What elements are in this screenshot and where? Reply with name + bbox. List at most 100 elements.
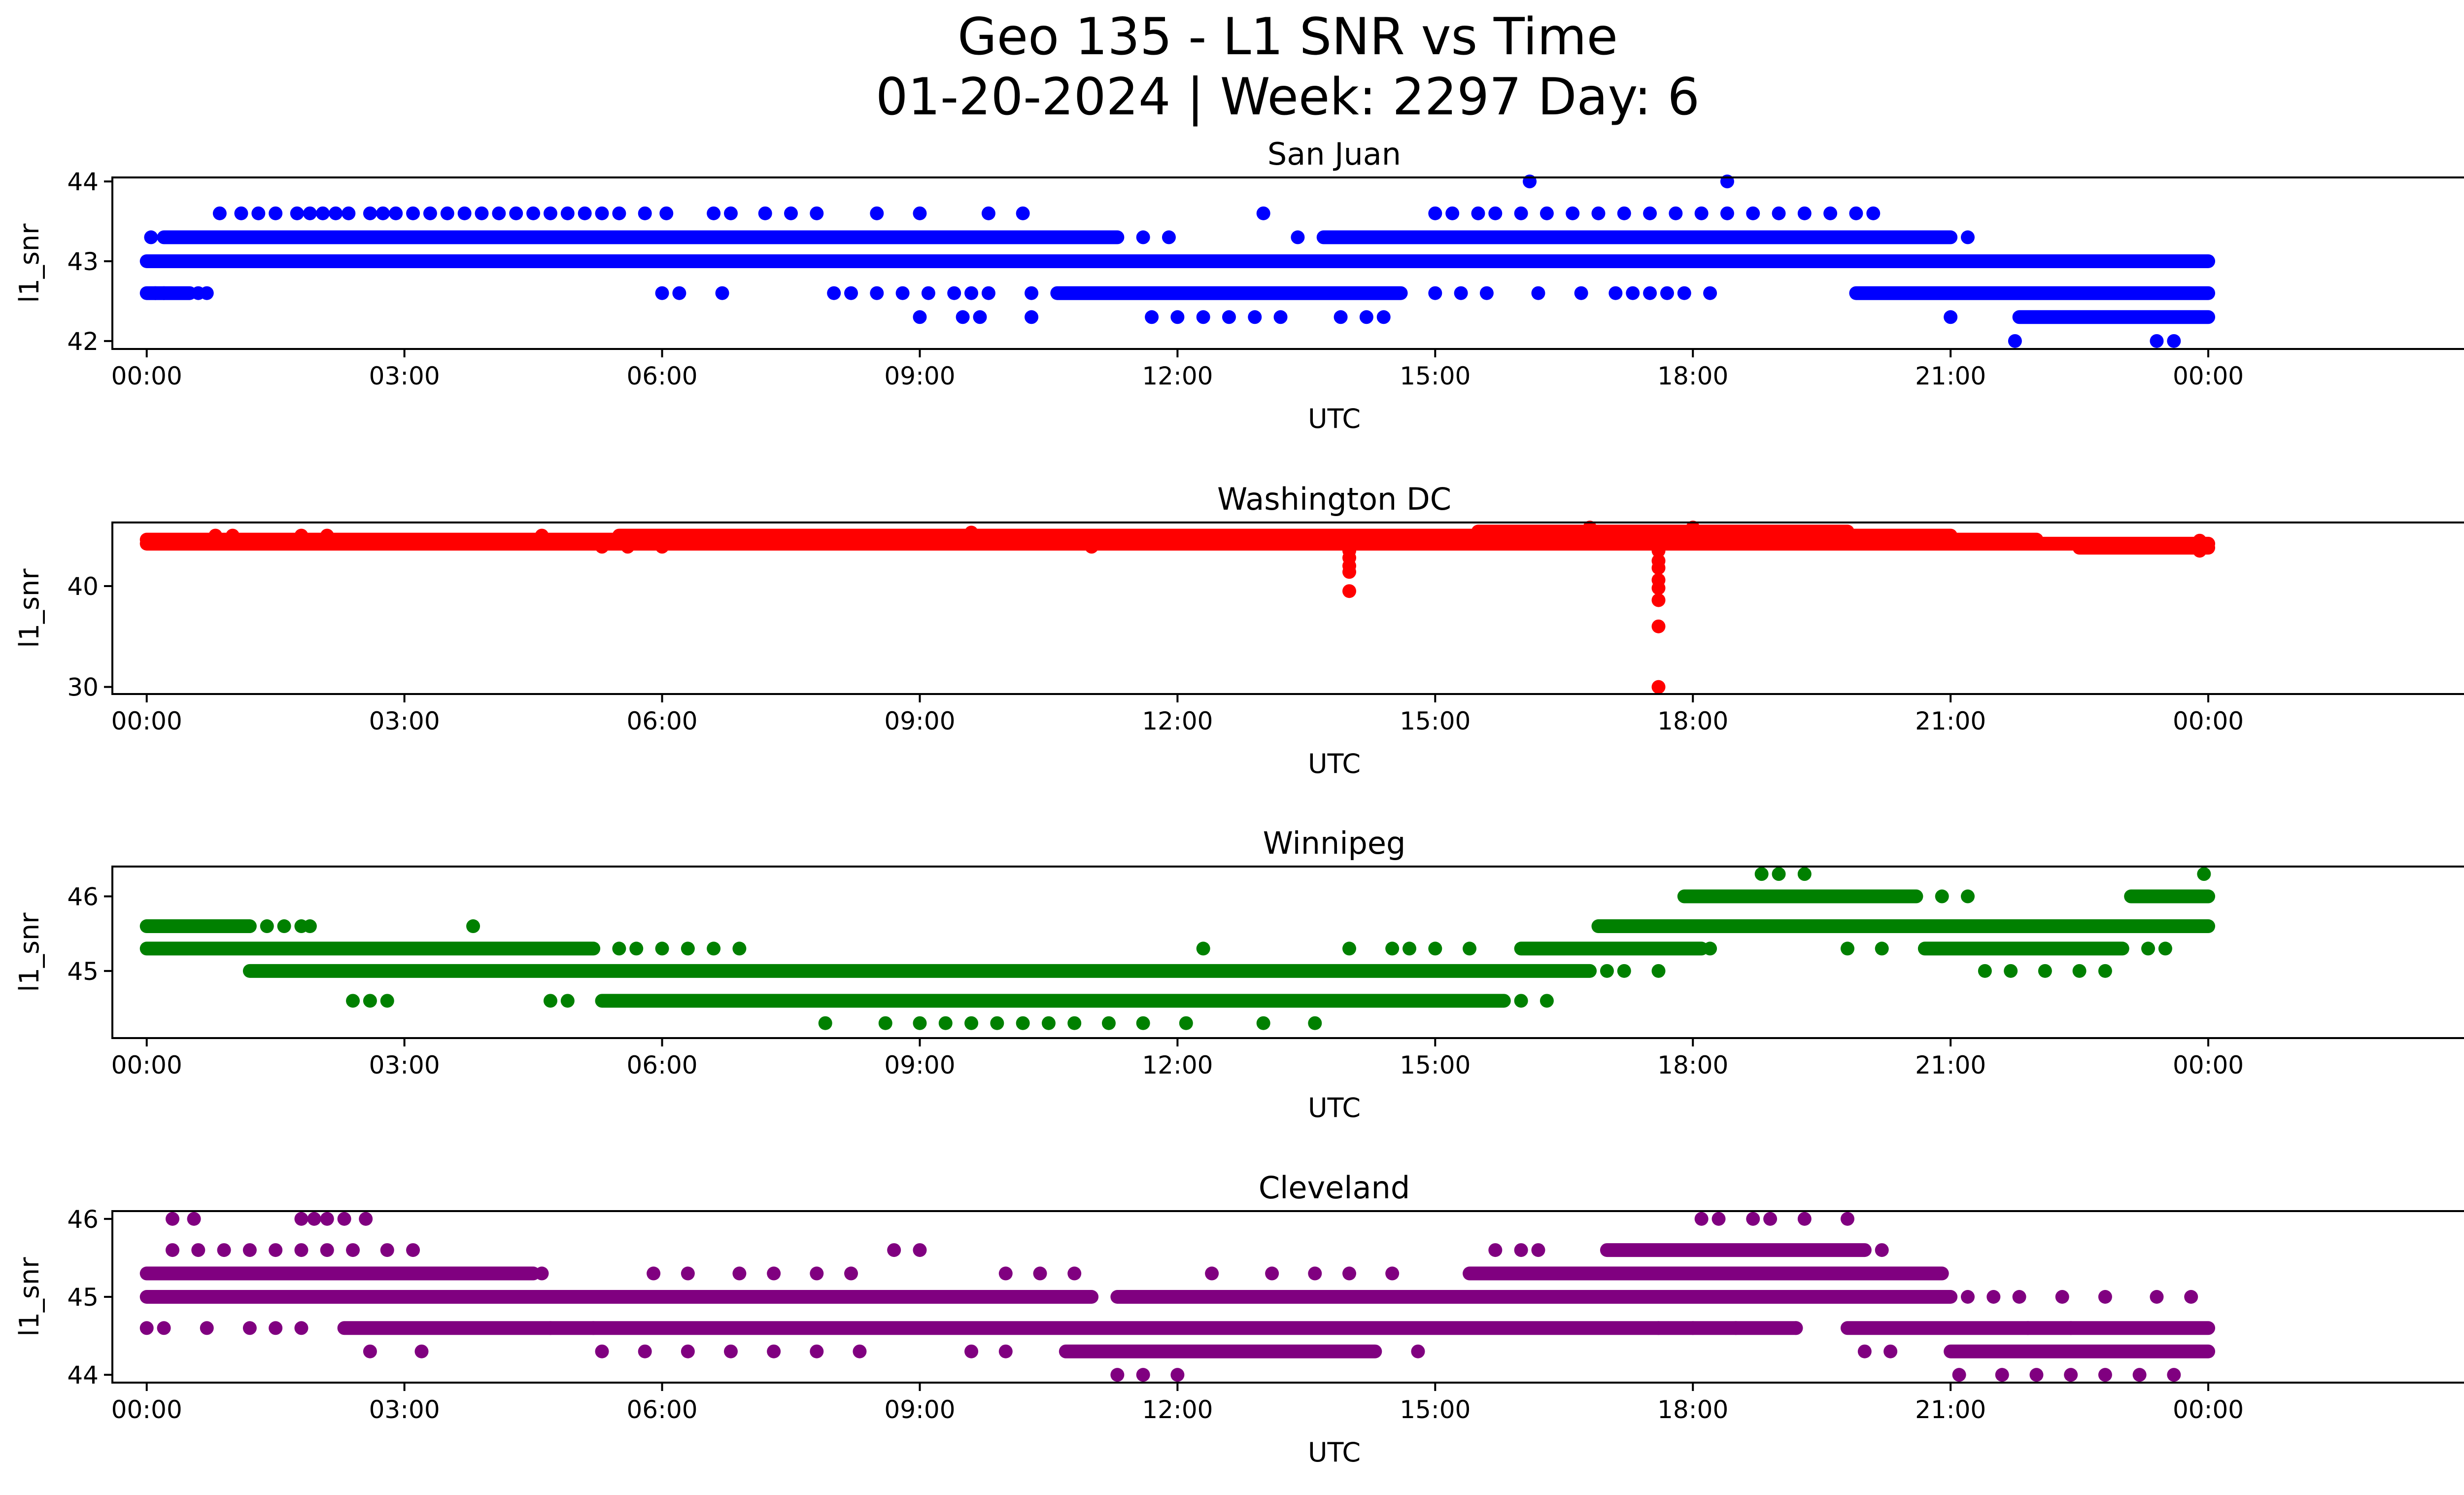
data-point (1797, 1212, 1812, 1226)
data-point (2184, 1290, 2198, 1304)
y-tick-label: 45 (67, 1283, 99, 1312)
x-axis-label: UTC (1308, 1437, 1361, 1468)
data-point (2150, 334, 2164, 348)
data-point (981, 286, 995, 300)
data-point (1463, 941, 1477, 956)
data-point (1772, 206, 1786, 220)
data-point (1428, 286, 1442, 300)
data-point (2055, 1290, 2069, 1304)
data-point (2064, 1368, 2078, 1382)
y-tick-label: 44 (67, 168, 99, 196)
data-point (990, 1016, 1004, 1030)
data-point (887, 1243, 901, 1257)
data-point (2175, 254, 2190, 268)
x-tick-label: 06:00 (627, 707, 698, 735)
y-axis-label: l1_snr (14, 223, 45, 303)
data-point (655, 941, 669, 956)
data-point (234, 206, 248, 220)
data-point (290, 206, 304, 220)
data-point (2008, 334, 2022, 348)
data-point (157, 286, 171, 300)
x-tick-label: 09:00 (884, 1395, 955, 1424)
data-point (818, 1016, 832, 1030)
data-point (242, 1321, 257, 1335)
y-axis-label: l1_snr (14, 568, 45, 648)
data-point (1566, 206, 1580, 220)
data-point (217, 1243, 231, 1257)
data-point (1660, 286, 1674, 300)
data-point (1479, 286, 1494, 300)
x-tick-label: 06:00 (627, 362, 698, 390)
data-point (1677, 286, 1691, 300)
data-point (1961, 1290, 1975, 1304)
data-points (139, 521, 2216, 694)
y-tick-label: 40 (67, 572, 99, 601)
data-point (1205, 1266, 1219, 1281)
data-point (1651, 964, 1666, 978)
data-point (1170, 1368, 1185, 1382)
data-point (1179, 1016, 1193, 1030)
subplot-san-juan: San Juan 00:00 03:00 06:00 09:00 12:00 15:00 18… (14, 136, 2464, 434)
subplot-title: Cleveland (1259, 1170, 1410, 1206)
data-point (715, 286, 729, 300)
data-point (1342, 941, 1357, 956)
data-point (251, 206, 266, 220)
subplot-title: Winnipeg (1263, 825, 1406, 861)
data-point (380, 1243, 394, 1257)
x-tick-label: 09:00 (884, 707, 955, 735)
data-point (2029, 1368, 2044, 1382)
data-point (647, 1266, 661, 1281)
data-point (878, 1016, 892, 1030)
data-point (1952, 1368, 1966, 1382)
data-point (1265, 1266, 1279, 1281)
y-tick-label: 42 (67, 327, 99, 356)
subplot-cleveland: Cleveland 00:00 03:00 06:00 09:00 12:00 15:00 1… (14, 1170, 2464, 1468)
data-point (1136, 1016, 1150, 1030)
data-point (827, 286, 841, 300)
data-point (1651, 593, 1666, 607)
data-point (981, 206, 995, 220)
data-point (1136, 1368, 1150, 1382)
x-tick-label: 00:00 (111, 1395, 182, 1424)
data-point (1703, 286, 1717, 300)
data-point (269, 1243, 283, 1257)
data-point (1136, 230, 1150, 244)
axes-frame (111, 176, 2464, 350)
data-point (1540, 994, 1554, 1008)
data-point (543, 206, 557, 220)
data-point (844, 1266, 858, 1281)
x-tick-label: 03:00 (369, 1051, 440, 1079)
x-tick-label: 18:00 (1657, 362, 1728, 390)
data-point (294, 1321, 308, 1335)
data-point (1196, 310, 1210, 324)
data-point (2192, 254, 2207, 268)
data-point (208, 528, 223, 543)
figure-title: Geo 135 - L1 SNR vs Time 01-20-2024 | We… (0, 7, 2464, 127)
data-point (157, 1321, 171, 1335)
data-point (1978, 964, 1992, 978)
data-point (1746, 1212, 1760, 1226)
x-axis-label: UTC (1308, 403, 1361, 434)
data-point (1643, 286, 1657, 300)
subplot-title: San Juan (1267, 136, 1401, 172)
data-point (1866, 206, 1881, 220)
data-point (629, 941, 644, 956)
data-point (2098, 1290, 2112, 1304)
data-point (2072, 964, 2087, 978)
x-tick-label: 00:00 (111, 1051, 182, 1079)
data-point (200, 286, 214, 300)
data-point (1342, 584, 1357, 598)
data-point (1067, 1266, 1082, 1281)
data-point (406, 1243, 420, 1257)
axes-frame (111, 866, 2464, 1039)
subplot-washington-dc: Washington DC 00:00 03:00 06:00 09:00 12:00 15… (14, 481, 2464, 779)
x-tick-label: 00:00 (2173, 707, 2244, 735)
y-axis-label: l1_snr (14, 912, 45, 992)
data-point (376, 206, 390, 220)
data-point (973, 310, 987, 324)
data-point (1686, 1321, 1700, 1335)
data-point (294, 528, 308, 543)
x-tick-label: 03:00 (369, 1395, 440, 1424)
data-point (1222, 310, 1236, 324)
data-point (1033, 1266, 1047, 1281)
